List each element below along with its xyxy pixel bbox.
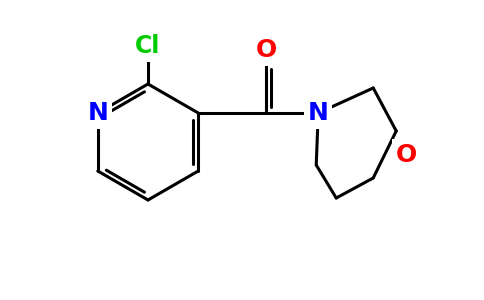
Text: N: N [87,101,108,125]
Text: N: N [308,101,329,125]
Text: O: O [256,38,277,62]
Text: Cl: Cl [136,34,161,58]
Text: O: O [396,142,417,167]
